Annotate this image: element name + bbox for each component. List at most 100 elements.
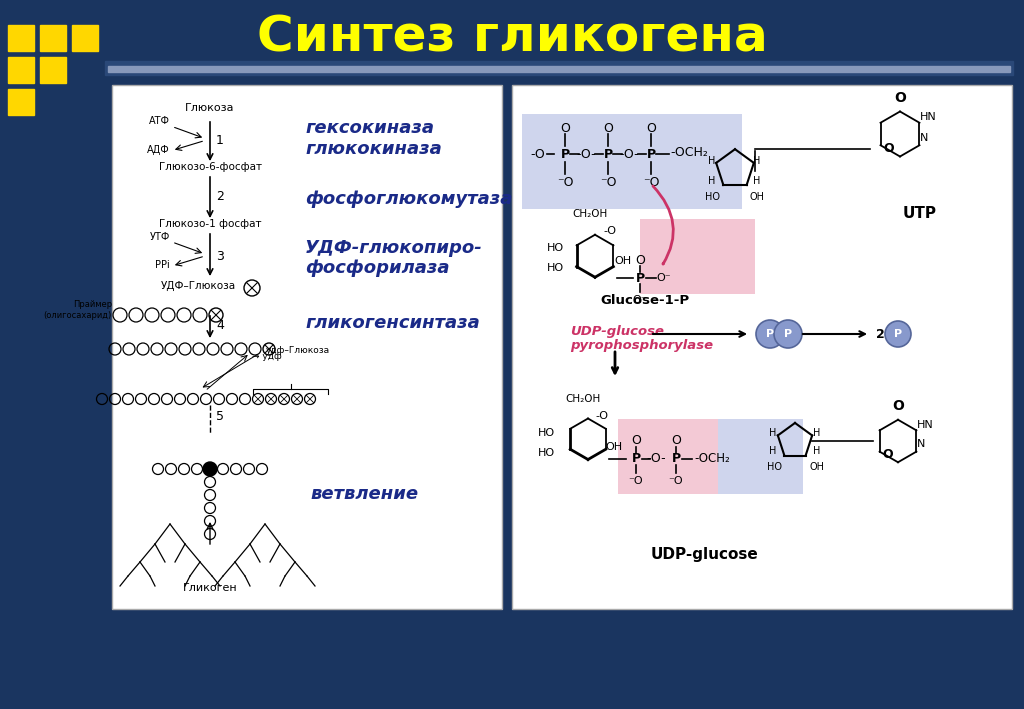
Text: P: P bbox=[632, 452, 641, 466]
Text: HO: HO bbox=[547, 263, 563, 273]
Text: -O-: -O- bbox=[577, 147, 596, 160]
Text: Глюкозо-1 фосфат: Глюкозо-1 фосфат bbox=[159, 219, 261, 229]
Circle shape bbox=[774, 320, 802, 348]
Text: -O-: -O- bbox=[646, 452, 666, 466]
FancyArrowPatch shape bbox=[653, 186, 674, 264]
Bar bbox=[40, 25, 66, 51]
Text: 2: 2 bbox=[876, 328, 885, 340]
Text: удф–Глюкоза: удф–Глюкоза bbox=[266, 346, 330, 355]
Text: P: P bbox=[784, 329, 792, 339]
Text: 4: 4 bbox=[216, 319, 224, 332]
Text: 1: 1 bbox=[216, 135, 224, 147]
Text: OH: OH bbox=[750, 192, 765, 202]
Text: OH: OH bbox=[605, 442, 623, 452]
Bar bbox=[618, 419, 718, 494]
Text: ветвление: ветвление bbox=[310, 485, 418, 503]
Circle shape bbox=[885, 321, 911, 347]
Text: O: O bbox=[882, 448, 893, 461]
Text: O: O bbox=[892, 398, 904, 413]
Text: P: P bbox=[766, 329, 774, 339]
Text: O: O bbox=[671, 435, 681, 447]
Text: H: H bbox=[813, 446, 820, 456]
Text: ⁻O: ⁻O bbox=[643, 176, 659, 189]
Bar bbox=[640, 219, 755, 294]
Text: РРi: РРi bbox=[156, 260, 170, 270]
Text: 5: 5 bbox=[216, 410, 224, 423]
Circle shape bbox=[756, 320, 784, 348]
Text: N: N bbox=[918, 440, 926, 450]
Text: H: H bbox=[754, 156, 761, 166]
Text: -O: -O bbox=[603, 226, 616, 236]
Text: HO: HO bbox=[547, 243, 563, 253]
Text: гликогенсинтаза: гликогенсинтаза bbox=[305, 314, 480, 332]
Text: CH₂OH: CH₂OH bbox=[565, 394, 601, 404]
Text: -O-: -O- bbox=[620, 147, 639, 160]
Text: -OCH₂: -OCH₂ bbox=[670, 145, 708, 159]
Text: Синтез гликогена: Синтез гликогена bbox=[257, 13, 767, 61]
Text: -O: -O bbox=[596, 411, 608, 421]
Text: H: H bbox=[709, 156, 716, 166]
Text: O: O bbox=[646, 123, 656, 135]
Text: Гликоген: Гликоген bbox=[182, 583, 238, 593]
Text: ⁻O: ⁻O bbox=[600, 176, 616, 189]
Text: HN: HN bbox=[918, 420, 934, 430]
Text: Праймер
(олигосахарид): Праймер (олигосахарид) bbox=[44, 301, 112, 320]
Text: HO: HO bbox=[706, 192, 721, 202]
Text: CH₂OH: CH₂OH bbox=[572, 209, 607, 219]
Text: HN: HN bbox=[921, 113, 937, 123]
Text: P: P bbox=[603, 147, 612, 160]
Text: H: H bbox=[769, 428, 776, 438]
Text: Глюкоза: Глюкоза bbox=[185, 103, 234, 113]
Text: ⁻O: ⁻O bbox=[557, 176, 573, 189]
Text: ⁻O: ⁻O bbox=[669, 476, 683, 486]
Text: O: O bbox=[631, 435, 641, 447]
Text: pyrophosphorylase: pyrophosphorylase bbox=[570, 340, 713, 352]
Text: Глюкозо-6-фосфат: Глюкозо-6-фосфат bbox=[159, 162, 261, 172]
Bar bbox=[40, 57, 66, 83]
Text: P: P bbox=[560, 147, 569, 160]
Bar bbox=[718, 419, 803, 494]
Text: 2: 2 bbox=[216, 191, 224, 203]
Text: O: O bbox=[560, 123, 570, 135]
Bar bbox=[8, 57, 34, 83]
Bar bbox=[112, 85, 502, 609]
Text: OH: OH bbox=[614, 256, 632, 266]
Bar bbox=[522, 114, 742, 209]
Text: O: O bbox=[894, 91, 906, 104]
Text: H: H bbox=[709, 176, 716, 186]
Text: N: N bbox=[921, 133, 929, 143]
Text: OH: OH bbox=[810, 462, 824, 472]
Text: гексокиназа
глюкокиназа: гексокиназа глюкокиназа bbox=[305, 119, 441, 158]
Bar bbox=[8, 89, 34, 115]
Bar bbox=[108, 66, 1010, 72]
Text: HO: HO bbox=[538, 428, 555, 438]
Text: O: O bbox=[603, 123, 613, 135]
Bar bbox=[72, 25, 98, 51]
Text: фосфоглюкомутаза: фосфоглюкомутаза bbox=[305, 189, 512, 208]
Text: АТФ: АТФ bbox=[150, 116, 170, 126]
Text: АДФ: АДФ bbox=[147, 145, 170, 155]
Text: UTP: UTP bbox=[903, 206, 937, 221]
Bar bbox=[105, 61, 1013, 75]
Text: -OCH₂: -OCH₂ bbox=[694, 452, 730, 466]
Text: H: H bbox=[769, 446, 776, 456]
Text: -O: -O bbox=[530, 147, 546, 160]
Text: → удф: → удф bbox=[252, 352, 282, 361]
Text: ⁻O: ⁻O bbox=[629, 476, 643, 486]
Text: O⁻: O⁻ bbox=[633, 295, 647, 305]
Text: HO: HO bbox=[538, 448, 555, 458]
Text: 3: 3 bbox=[216, 250, 224, 263]
Text: УДФ-глюкопиро-
фосфорилаза: УДФ-глюкопиро- фосфорилаза bbox=[305, 239, 482, 277]
Circle shape bbox=[203, 462, 217, 476]
Text: УДФ–Глюкоза: УДФ–Глюкоза bbox=[161, 281, 236, 291]
Text: O⁻: O⁻ bbox=[656, 273, 672, 283]
Text: H: H bbox=[754, 176, 761, 186]
Text: O: O bbox=[884, 142, 894, 155]
Bar bbox=[8, 25, 34, 51]
Text: P: P bbox=[672, 452, 681, 466]
Text: УТФ: УТФ bbox=[150, 232, 170, 242]
Text: O: O bbox=[635, 254, 645, 267]
Text: P: P bbox=[646, 147, 655, 160]
Text: P: P bbox=[636, 272, 644, 284]
Text: H: H bbox=[813, 428, 820, 438]
